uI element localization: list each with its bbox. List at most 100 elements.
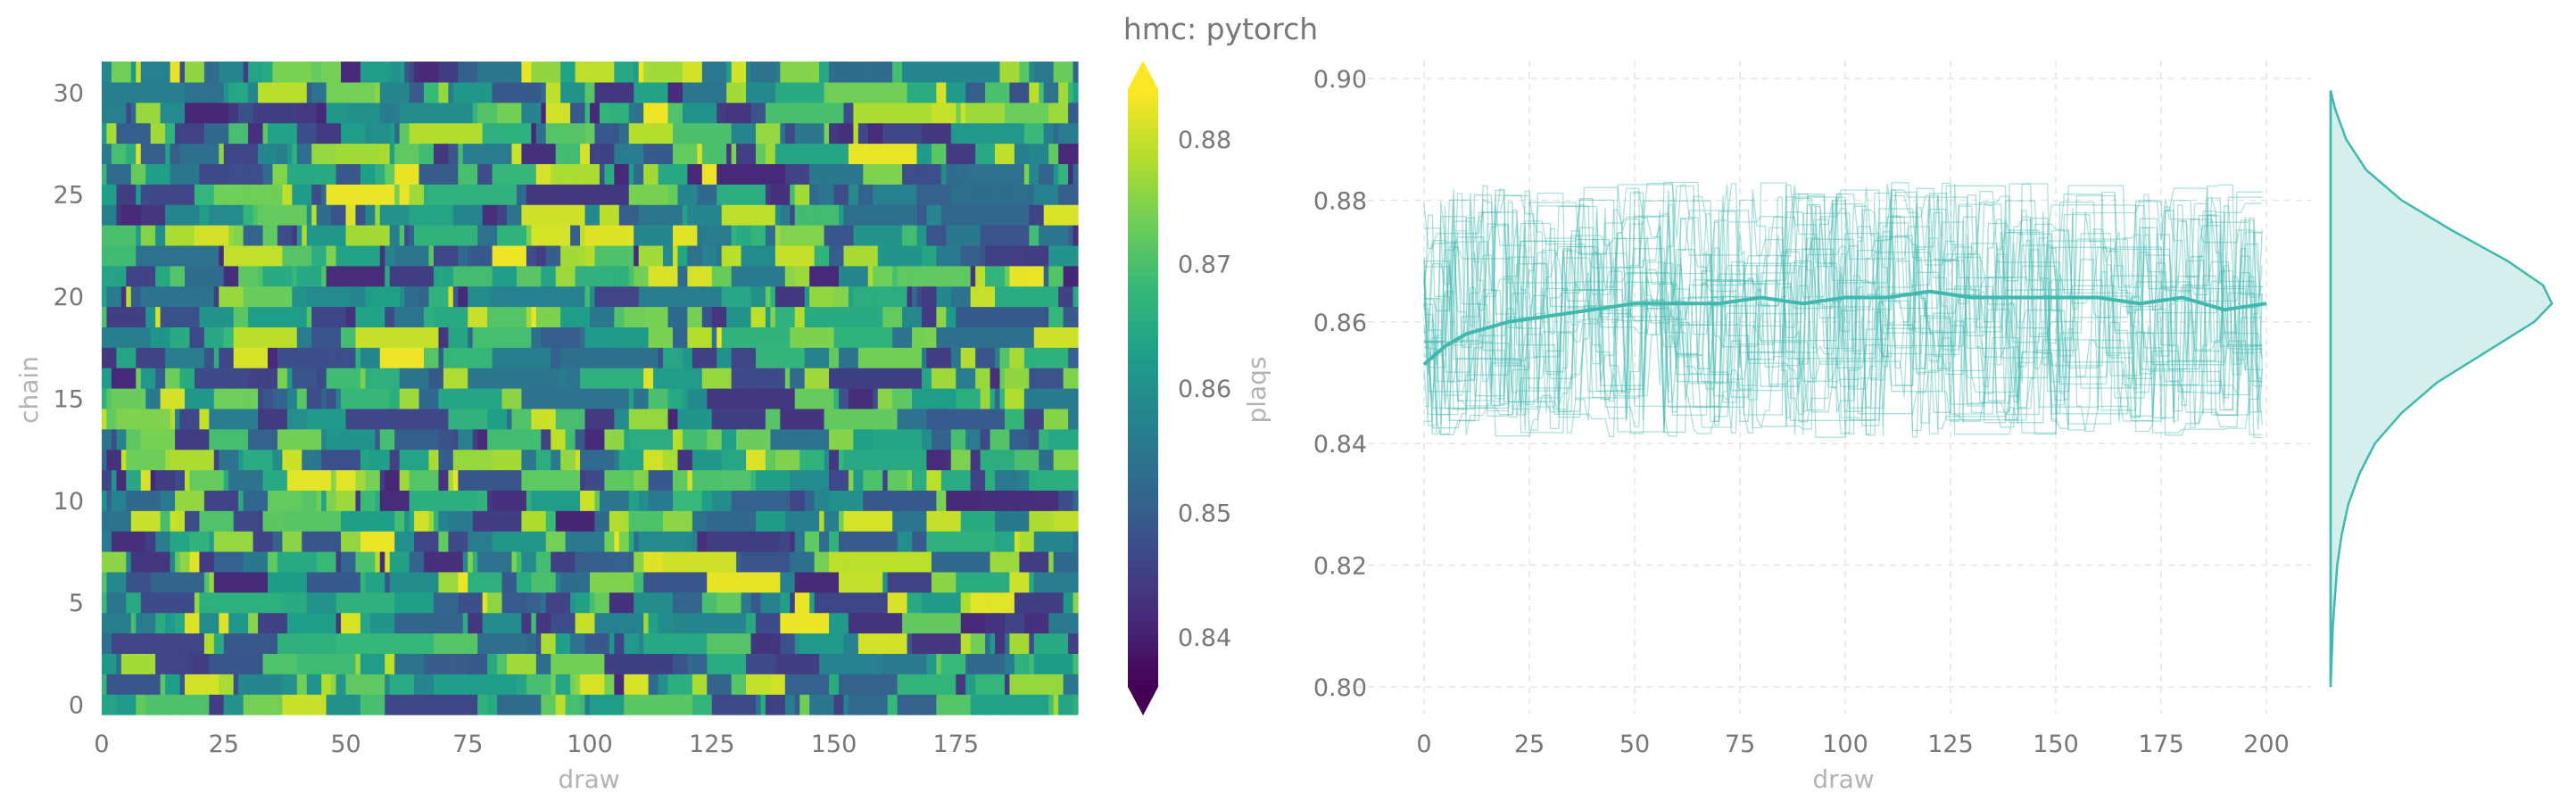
heatmap-cell (248, 408, 254, 430)
heatmap-cell (531, 326, 537, 348)
heatmap-cell (282, 347, 288, 368)
heatmap-cell (203, 428, 210, 450)
heatmap-cell (228, 388, 235, 409)
heatmap-cell (897, 347, 903, 368)
heatmap-cell (243, 265, 249, 287)
heatmap-cell (140, 674, 146, 695)
heatmap-cell (882, 551, 889, 573)
heatmap-cell (223, 531, 229, 552)
heatmap-cell (335, 204, 342, 226)
heatmap-cell (565, 347, 571, 368)
heatmap-cell (1039, 285, 1045, 308)
heatmap-cell (790, 408, 796, 430)
heatmap-cell (511, 306, 518, 327)
heatmap-cell (863, 612, 869, 634)
heatmap-cell (594, 510, 601, 532)
heatmap-cell (726, 285, 733, 308)
heatmap-cell (726, 204, 733, 226)
heatmap-cell (975, 265, 982, 287)
heatmap-cell (365, 653, 371, 674)
heatmap-cell (750, 306, 757, 327)
heatmap-cell (692, 244, 698, 267)
heatmap-cell (721, 531, 727, 552)
heatmap-cell (341, 408, 347, 430)
heatmap-cell (452, 490, 459, 511)
heatmap-cell (946, 551, 952, 573)
heatmap-cell (531, 388, 537, 409)
heatmap-cell (736, 694, 742, 715)
heatmap-cell (145, 653, 152, 674)
heatmap-cell (892, 347, 899, 368)
heatmap-cell (1023, 408, 1030, 430)
heatmap-cell (282, 490, 288, 511)
heatmap-cell (863, 225, 869, 246)
heatmap-cell (468, 591, 474, 614)
heatmap-cell (609, 265, 615, 287)
heatmap-cell (784, 368, 791, 389)
heatmap-cell (570, 428, 576, 450)
heatmap-cell (887, 612, 893, 634)
heatmap-cell (809, 225, 816, 246)
heatmap-cell (882, 469, 889, 491)
heatmap-cell (677, 551, 683, 573)
heatmap-cell (179, 571, 186, 593)
heatmap-cell (355, 571, 361, 593)
heatmap-cell (541, 591, 547, 614)
heatmap-cell (243, 674, 249, 695)
heatmap-cell (501, 244, 508, 267)
heatmap-cell (902, 347, 908, 368)
heatmap-cell (692, 632, 698, 654)
heatmap-cell (946, 449, 952, 471)
heatmap-cell (468, 368, 474, 389)
heatmap-cell (487, 674, 493, 695)
heatmap-cell (921, 306, 928, 327)
heatmap-cell (892, 428, 899, 450)
heatmap-cell (458, 653, 464, 674)
heatmap-cell (956, 490, 962, 511)
heatmap-cell (106, 306, 112, 327)
heatmap-cell (385, 388, 391, 409)
heatmap-cell (799, 265, 806, 287)
heatmap-cell (760, 674, 766, 695)
heatmap-cell (819, 571, 825, 593)
heatmap-cell (106, 347, 112, 368)
heatmap-cell (326, 469, 332, 491)
heatmap-cell (531, 531, 537, 552)
heatmap-cell (335, 571, 342, 593)
heatmap-cell (643, 632, 650, 654)
heatmap-cell (555, 632, 561, 654)
heatmap-cell (526, 632, 532, 654)
heatmap-cell (179, 306, 186, 327)
heatmap-cell (160, 551, 166, 573)
heatmap-cell (692, 388, 698, 409)
heatmap-cell (545, 694, 551, 715)
heatmap-cell (926, 428, 932, 450)
heatmap-cell (282, 591, 288, 614)
heatmap-cell (721, 490, 727, 511)
heatmap-cell (507, 674, 513, 695)
heatmap-cell (150, 674, 156, 695)
heatmap-cell (448, 225, 454, 246)
heatmap-cell (921, 591, 928, 614)
heatmap-cell (755, 204, 762, 226)
heatmap-cell (545, 469, 551, 491)
heatmap-cell (507, 612, 513, 634)
heatmap-cell (365, 408, 371, 430)
heatmap-cell (316, 490, 322, 511)
heatmap-cell (848, 551, 854, 573)
heatmap-cell (286, 694, 293, 715)
heatmap-cell (238, 408, 244, 430)
heatmap-cell (262, 306, 269, 327)
heatmap-cell (780, 326, 786, 348)
heatmap-cell (228, 653, 235, 674)
heatmap-cell (507, 591, 513, 614)
heatmap-cell (555, 326, 561, 348)
heatmap-cell (306, 326, 312, 348)
heatmap-cell (414, 204, 420, 226)
heatmap-cell (286, 244, 293, 267)
heatmap-cell (624, 490, 630, 511)
heatmap-cell (970, 490, 976, 511)
heatmap-cell (926, 408, 932, 430)
heatmap-cell (1068, 285, 1074, 308)
heatmap-cell (106, 531, 112, 552)
